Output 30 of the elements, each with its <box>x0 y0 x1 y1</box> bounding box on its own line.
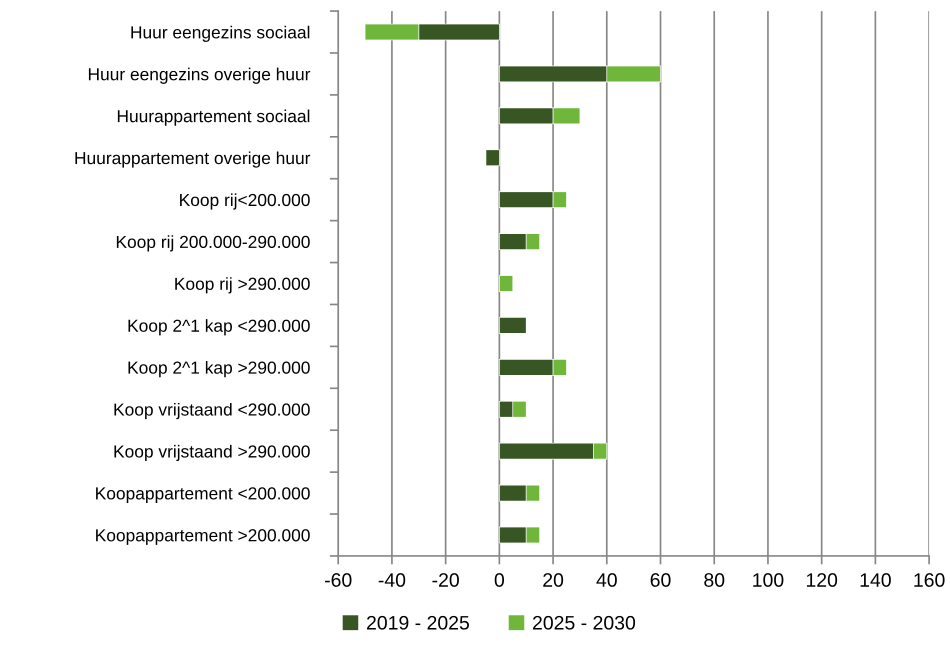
y-tick-label: Koop rij >290.000 <box>175 277 310 294</box>
y-tick-label: Koopappartement <200.000 <box>96 487 310 503</box>
legend-label: 2025 - 2030 <box>533 616 636 630</box>
x-tick-label: 20 <box>543 573 564 587</box>
bar <box>499 275 514 292</box>
y-tick-label: Koop rij<200.000 <box>180 193 310 210</box>
x-tick-label: 100 <box>753 573 784 587</box>
x-tick-label: -20 <box>432 573 459 587</box>
y-tick-label: Koopappartement >200.000 <box>96 529 310 545</box>
y-tick-label: Huurappartement sociaal <box>118 110 310 126</box>
x-tick-label: 140 <box>860 573 891 587</box>
bar <box>486 149 500 166</box>
x-tick-label: 160 <box>914 573 945 587</box>
bar <box>499 317 527 334</box>
y-tick-label: Koop 2^1 kap <290.000 <box>128 319 310 336</box>
x-tick-label: 120 <box>806 573 838 587</box>
x-tick-label: 60 <box>650 573 671 587</box>
x-tick-label: 0 <box>494 573 504 587</box>
y-tick-label: Huur eengezins overige huur <box>88 68 310 84</box>
y-tick-label: Huur eengezins sociaal <box>131 26 310 42</box>
x-tick-label: 80 <box>704 573 724 587</box>
y-tick-label: Huurappartement overige huur <box>75 151 310 168</box>
y-tick-label: Koop rij 200.000-290.000 <box>116 235 310 252</box>
y-tick-label: Koop 2^1 kap >290.000 <box>128 361 310 378</box>
x-tick-label: -40 <box>378 573 406 587</box>
y-tick-label: Koop vrijstaand >290.000 <box>114 444 310 462</box>
legend-label: 2019 - 2025 <box>367 616 469 630</box>
y-tick-label: Koop vrijstaand <290.000 <box>114 402 310 420</box>
x-tick-label: 40 <box>596 573 617 587</box>
x-tick-label: -60 <box>325 573 352 587</box>
